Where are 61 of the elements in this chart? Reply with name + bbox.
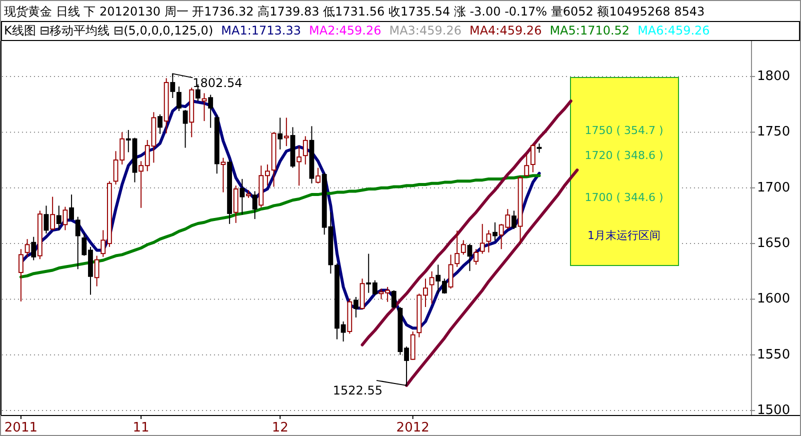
candlestick	[18, 248, 24, 302]
candlestick	[536, 143, 542, 154]
candlestick	[460, 240, 466, 256]
candlestick	[44, 205, 49, 234]
candlestick	[24, 238, 30, 258]
candlestick	[486, 230, 492, 253]
candlestick	[240, 178, 245, 216]
y-tick-label: 1700	[757, 180, 790, 196]
candlestick	[182, 109, 188, 148]
candlestick	[530, 144, 536, 173]
candlestick	[31, 236, 36, 261]
candlestick	[296, 146, 302, 186]
candlestick	[252, 190, 258, 220]
y-tick-label: 1650	[757, 236, 790, 252]
candlestick	[429, 270, 434, 304]
candlestick	[50, 196, 56, 231]
candlestick	[492, 222, 498, 242]
candlestick	[474, 248, 479, 266]
candlestick	[202, 92, 207, 122]
y-tick-label: 1500	[757, 403, 790, 418]
annotation: 1720 ( 348.6 )	[584, 149, 664, 162]
annotation: 1750 ( 354.7 )	[584, 124, 664, 138]
x-tick-label: 2011	[4, 420, 38, 436]
y-tick-label: 1750	[757, 124, 790, 140]
candlestick	[512, 210, 516, 230]
y-tick-label: 1600	[757, 292, 790, 307]
candlestick	[176, 86, 182, 112]
legend: MA1:1713.33 MA2:459.26 MA3:459.26 MA4:459.26 MA5:1710.52 MA6:459.26	[221, 23, 710, 38]
x-tick-label: 12	[272, 420, 288, 436]
candlestick	[354, 296, 358, 318]
candlestick	[158, 114, 162, 134]
line-series	[360, 100, 572, 346]
candlestick	[94, 255, 100, 287]
candlestick	[302, 136, 308, 165]
candlestick	[284, 117, 289, 147]
x-tick-label: 2012	[396, 420, 430, 436]
candlestick	[454, 230, 460, 268]
candlestick	[69, 194, 74, 221]
candlestick	[62, 206, 68, 231]
line-series	[405, 168, 579, 387]
annotation: 1700 ( 344.6 )	[584, 191, 664, 204]
x-tick-label: 11	[132, 420, 150, 436]
candlestick	[220, 157, 226, 193]
candlestick	[233, 185, 238, 224]
candlestick	[480, 223, 485, 254]
candlestick	[467, 243, 472, 272]
candlestick	[278, 117, 283, 150]
candlestick	[391, 290, 396, 309]
candlestick	[448, 254, 454, 290]
annotation: 1522.55	[332, 384, 383, 398]
annotation: 1802.54	[192, 76, 242, 90]
chart-title: 现货黄金 日线 下 20120130 周一 开1736.32 高1739.83 低1731.56 收1735.54 涨 -3.00 -0.17% 量6052 额10495268 8543	[4, 4, 705, 18]
annotation: 1月末运行区间	[588, 229, 660, 242]
y-tick-label: 1800	[757, 69, 790, 84]
candlestick	[56, 205, 62, 231]
candlestick	[75, 216, 80, 270]
candlestick	[316, 167, 320, 184]
candlestick	[524, 154, 530, 176]
candlestick	[208, 94, 214, 128]
y-tick-label: 1550	[757, 347, 790, 362]
chart-subtitle: K线图 ⊟移动平均线 ⊟(5,0,0,0,125,0)	[4, 23, 214, 38]
